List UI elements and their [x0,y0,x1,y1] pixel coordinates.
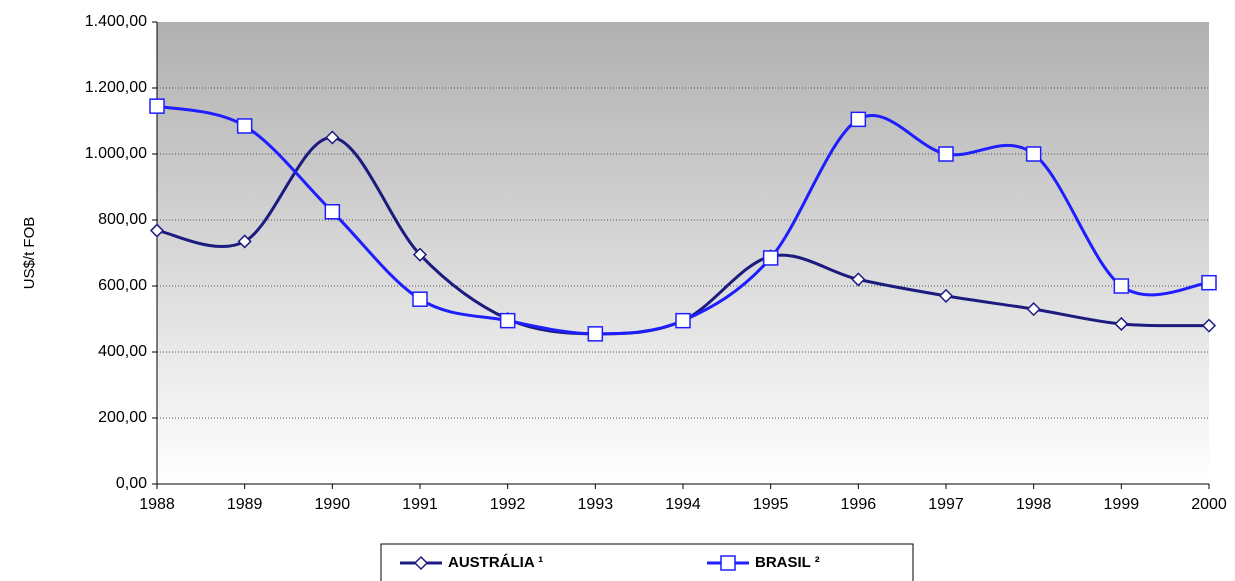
marker [1113,278,1130,294]
x-tick-label: 1991 [402,496,438,513]
marker [938,288,954,303]
marker [325,130,340,145]
x-tick-label: 1999 [1104,496,1140,513]
legend-label: BRASIL ² [755,554,820,571]
marker [1114,316,1129,332]
marker [149,98,165,114]
marker [851,272,866,287]
y-tick-label: 200,00 [98,409,147,426]
y-tick-label: 0,00 [116,475,147,492]
y-tick-label: 1.200,00 [85,79,147,96]
legend [380,543,914,581]
x-tick-label: 1990 [315,496,351,513]
marker [675,312,691,329]
marker [412,247,428,262]
y-tick-label: 600,00 [98,277,147,294]
marker [149,223,165,238]
x-tick-label: 1998 [1016,496,1052,513]
marker [720,555,736,571]
x-tick-label: 1988 [139,496,175,513]
marker [324,204,341,220]
legend-label: AUSTRÁLIA ¹ [448,554,543,571]
marker [938,146,954,162]
x-tick-label: 1997 [928,496,964,513]
marker [1025,146,1042,162]
y-tick-label: 1.400,00 [85,13,147,30]
x-tick-label: 1993 [578,496,614,513]
y-axis-label: US$/t FOB [21,217,38,290]
plot-area [157,22,1209,484]
y-tick-label: 1.000,00 [85,145,147,162]
marker [237,234,252,249]
marker [587,326,604,342]
marker [236,118,253,134]
marker [762,250,779,266]
marker [1201,274,1217,291]
marker [413,555,429,571]
x-tick-label: 2000 [1191,496,1227,513]
marker [1026,302,1041,317]
x-tick-label: 1989 [227,496,263,513]
x-tick-label: 1996 [841,496,877,513]
x-tick-label: 1992 [490,496,526,513]
marker [850,111,867,128]
marker [412,291,428,307]
x-tick-label: 1995 [753,496,789,513]
y-tick-label: 400,00 [98,343,147,360]
marker [499,312,516,329]
y-tick-label: 800,00 [98,211,147,228]
marker [1201,318,1217,333]
x-tick-label: 1994 [665,496,701,513]
